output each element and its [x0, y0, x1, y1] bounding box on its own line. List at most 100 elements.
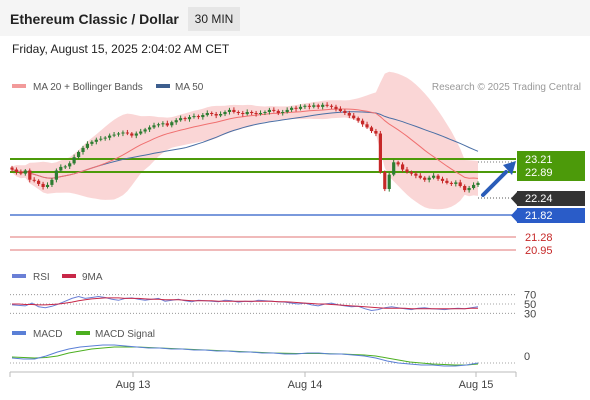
candle-body — [294, 107, 298, 109]
candle-body — [134, 133, 138, 136]
candle-body — [418, 175, 422, 178]
candle-body — [325, 104, 329, 106]
candle-body — [361, 120, 365, 125]
rsi-ma-line — [12, 297, 478, 310]
candle-body — [81, 147, 85, 152]
candle-body — [179, 118, 183, 121]
candle-body — [156, 124, 161, 126]
ma20-line — [11, 108, 479, 179]
candle-body — [307, 105, 311, 107]
candle-body — [10, 167, 14, 170]
candle-body — [467, 188, 471, 191]
candle-body — [409, 172, 413, 174]
candle-body — [219, 114, 223, 116]
macd-legend-label: MACD — [33, 329, 62, 340]
candle-body — [125, 132, 129, 134]
candle-body — [210, 113, 214, 114]
candle-body — [401, 164, 405, 170]
candle-body — [63, 166, 67, 168]
bollinger-bands — [12, 71, 478, 210]
candle-body — [77, 152, 81, 158]
candle-body — [227, 109, 232, 112]
candle-body — [414, 173, 418, 176]
candle-body — [14, 169, 18, 173]
macd-line — [11, 344, 479, 367]
candle-body — [232, 109, 236, 112]
candle-body — [396, 162, 400, 165]
candle-body — [369, 127, 374, 131]
candle-body — [130, 133, 134, 136]
macd-legend-swatch — [12, 331, 26, 335]
candle-body — [440, 178, 445, 181]
current-price-pointer — [511, 192, 517, 205]
candle-body — [387, 174, 391, 189]
candle-body — [85, 143, 89, 148]
rsi-legend-swatch — [12, 274, 26, 278]
candle-body — [263, 112, 267, 113]
price-levels — [10, 158, 516, 251]
candle-body — [205, 113, 209, 116]
candle-body — [99, 138, 103, 140]
support-1-label-box — [517, 208, 585, 223]
arrow-head — [503, 161, 516, 175]
candle-body — [463, 186, 467, 191]
candle-body — [285, 109, 289, 112]
candle-body — [365, 124, 369, 128]
candle-body — [276, 110, 280, 113]
candle-body — [241, 113, 245, 114]
candlesticks — [10, 102, 480, 193]
candle-body — [45, 184, 50, 187]
candle-body — [116, 133, 121, 135]
research-credit: Research © 2025 Trading Central — [432, 82, 581, 93]
candle-body — [254, 113, 258, 114]
candle-body — [192, 116, 196, 118]
candle-body — [112, 134, 116, 136]
candle-body — [201, 115, 205, 118]
current-price-label: 22.24 — [525, 193, 553, 205]
candle-body — [427, 177, 431, 180]
x-tick-label: Aug 15 — [459, 379, 494, 391]
candle-body — [108, 135, 112, 138]
candle-body — [196, 116, 200, 118]
candle-body — [445, 180, 449, 183]
macd-signal-legend-label: MACD Signal — [95, 329, 155, 340]
candle-body — [316, 105, 320, 107]
ma50-legend-swatch — [156, 84, 170, 88]
candle-body — [383, 172, 387, 190]
rsi-ma-legend-label: 9MA — [82, 272, 103, 283]
x-axis-ticks: Aug 13 Aug 14 Aug 15 — [116, 372, 494, 391]
candle-body — [250, 112, 254, 113]
bollinger-band-fill — [12, 71, 478, 210]
candle-body — [343, 110, 347, 113]
support-3-label: 20.95 — [525, 245, 553, 257]
chart-title: Ethereum Classic / Dollar — [10, 11, 179, 27]
candle-body — [32, 179, 36, 181]
candle-body — [449, 182, 453, 184]
candle-body — [59, 166, 63, 171]
candle-body — [423, 177, 427, 180]
candle-body — [334, 106, 338, 109]
candle-body — [436, 175, 440, 179]
resistance-1-label: 23.21 — [525, 154, 553, 166]
candle-body — [223, 112, 227, 115]
candle-body — [37, 180, 41, 184]
candle-body — [245, 112, 249, 115]
support-2-label: 21.28 — [525, 232, 553, 244]
support-1-pointer — [511, 209, 517, 222]
rsi-tick-50: 50 — [524, 299, 536, 311]
current-price-label-box — [517, 191, 585, 206]
candle-body — [312, 105, 316, 107]
candle-body — [143, 129, 147, 132]
candle-body — [476, 182, 480, 185]
rsi-tick-30: 30 — [524, 308, 536, 320]
header-bar — [0, 0, 590, 36]
ma20-legend-label: MA 20 + Bollinger Bands — [33, 82, 143, 93]
macd-panel: 0 — [10, 344, 530, 367]
candle-body — [165, 123, 169, 126]
ma20-legend-swatch — [12, 84, 26, 88]
candle-body — [472, 184, 476, 188]
candle-body — [405, 169, 409, 173]
candle-body — [28, 170, 32, 180]
timeframe-badge-bg — [188, 7, 240, 31]
